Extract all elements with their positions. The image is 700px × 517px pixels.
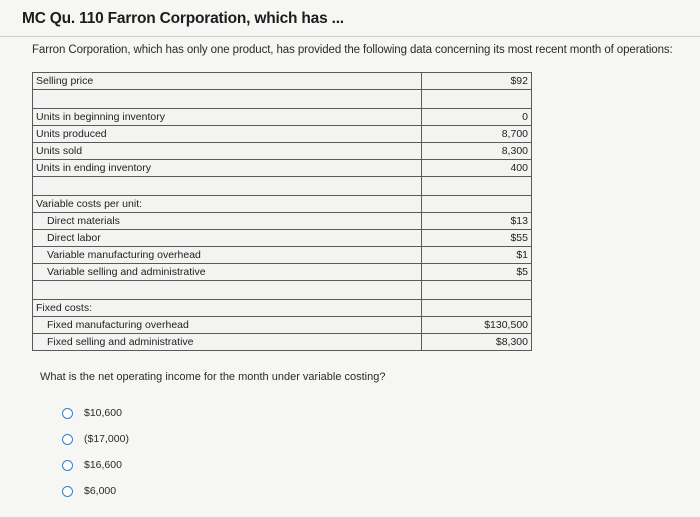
variable-mfg-overhead-value: $1 [421,246,532,264]
header-divider [0,36,700,37]
radio-button-icon[interactable] [62,407,73,419]
units-produced-label: Units produced [32,125,422,143]
answer-option-label: $6,000 [84,485,117,497]
radio-button-icon[interactable] [62,485,73,497]
variable-selling-admin-label: Variable selling and administrative [32,263,422,281]
units-sold-label: Units sold [32,142,422,160]
answer-option-label: $10,600 [84,407,122,419]
variable-selling-admin-value: $5 [421,263,532,281]
fixed-costs-header: Fixed costs: [32,299,422,317]
units-ending-label: Units in ending inventory [32,159,422,177]
answer-option-1[interactable]: $10,600 [62,400,129,426]
selling-price-value: $92 [421,72,532,90]
variable-mfg-overhead-label: Variable manufacturing overhead [32,246,422,264]
table-row: Units produced 8,700 [32,125,532,143]
table-spacer-row [32,176,532,196]
table-row: Fixed manufacturing overhead $130,500 [32,316,532,334]
table-row: Selling price $92 [32,72,532,90]
answer-option-4[interactable]: $6,000 [62,478,129,504]
table-row: Variable selling and administrative $5 [32,263,532,281]
table-row: Units sold 8,300 [32,142,532,160]
table-spacer-row [32,89,532,109]
answer-options: $10,600 ($17,000) $16,600 $6,000 [62,400,129,504]
table-row: Direct labor $55 [32,229,532,247]
answer-option-3[interactable]: $16,600 [62,452,129,478]
direct-materials-label: Direct materials [32,212,422,230]
question-title: MC Qu. 110 Farron Corporation, which has… [22,10,344,27]
fixed-selling-admin-value: $8,300 [421,333,532,351]
table-row: Variable costs per unit: [32,195,532,213]
units-sold-value: 8,300 [421,142,532,160]
radio-button-icon[interactable] [62,433,73,445]
table-row: Direct materials $13 [32,212,532,230]
table-row: Variable manufacturing overhead $1 [32,246,532,264]
table-row: Fixed selling and administrative $8,300 [32,333,532,351]
units-beginning-label: Units in beginning inventory [32,108,422,126]
units-produced-value: 8,700 [421,125,532,143]
direct-labor-label: Direct labor [32,229,422,247]
variable-costs-header: Variable costs per unit: [32,195,422,213]
answer-option-2[interactable]: ($17,000) [62,426,129,452]
data-table: Selling price $92 Units in beginning inv… [32,72,532,351]
table-row: Units in ending inventory 400 [32,159,532,177]
question-prompt: What is the net operating income for the… [40,371,386,383]
selling-price-label: Selling price [32,72,422,90]
answer-option-label: $16,600 [84,459,122,471]
question-intro: Farron Corporation, which has only one p… [32,44,673,56]
table-row: Fixed costs: [32,299,532,317]
answer-option-label: ($17,000) [84,433,129,445]
fixed-mfg-overhead-value: $130,500 [421,316,532,334]
radio-button-icon[interactable] [62,459,73,471]
units-ending-value: 400 [421,159,532,177]
units-beginning-value: 0 [421,108,532,126]
direct-materials-value: $13 [421,212,532,230]
table-row: Units in beginning inventory 0 [32,108,532,126]
direct-labor-value: $55 [421,229,532,247]
fixed-mfg-overhead-label: Fixed manufacturing overhead [32,316,422,334]
fixed-selling-admin-label: Fixed selling and administrative [32,333,422,351]
table-spacer-row [32,280,532,300]
